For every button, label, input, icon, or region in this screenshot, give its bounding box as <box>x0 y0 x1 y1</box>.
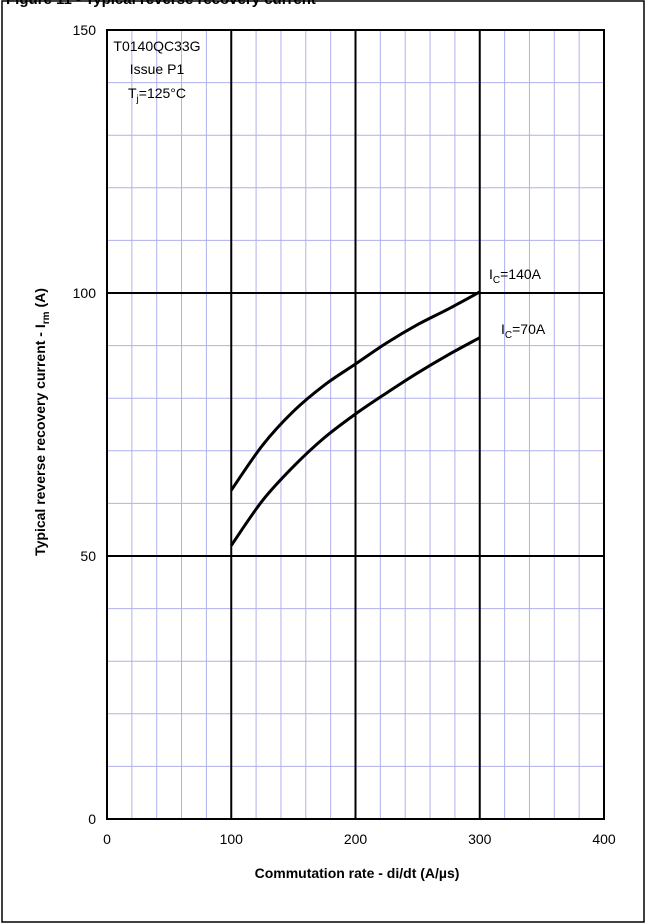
tick-labels: 0 100 200 300 400 0 50 100 150 <box>73 22 616 847</box>
annotation-junction-temp: Tj=125°C <box>128 85 186 105</box>
plot-frame <box>106 29 605 820</box>
x-axis-title: Commutation rate - di/dt (A/µs) <box>255 865 460 881</box>
figure-caption: Figure 11 - Typical reverse recovery cur… <box>6 0 316 8</box>
x-tick-label: 400 <box>592 831 616 847</box>
x-tick-label: 100 <box>220 831 244 847</box>
series-label-ic-70a: IC=70A <box>501 321 546 341</box>
series-label-ic-140a: IC=140A <box>489 266 542 286</box>
annotation-part-number: T0140QC33G <box>113 38 200 54</box>
series-line-ic-140a <box>230 290 481 492</box>
x-tick-label: 0 <box>103 831 111 847</box>
y-tick-label: 150 <box>73 22 97 38</box>
major-gridlines <box>107 30 604 819</box>
x-tick-label: 300 <box>468 831 492 847</box>
annotation-issue: Issue P1 <box>130 61 185 77</box>
x-tick-label: 200 <box>344 831 368 847</box>
y-axis-title: Typical reverse recovery current - Irm (… <box>32 288 52 556</box>
y-tick-label: 50 <box>80 548 96 564</box>
series-line-ic-70a <box>230 336 481 547</box>
series-lines <box>230 290 481 547</box>
y-tick-label: 100 <box>73 285 97 301</box>
y-tick-label: 0 <box>88 811 96 827</box>
